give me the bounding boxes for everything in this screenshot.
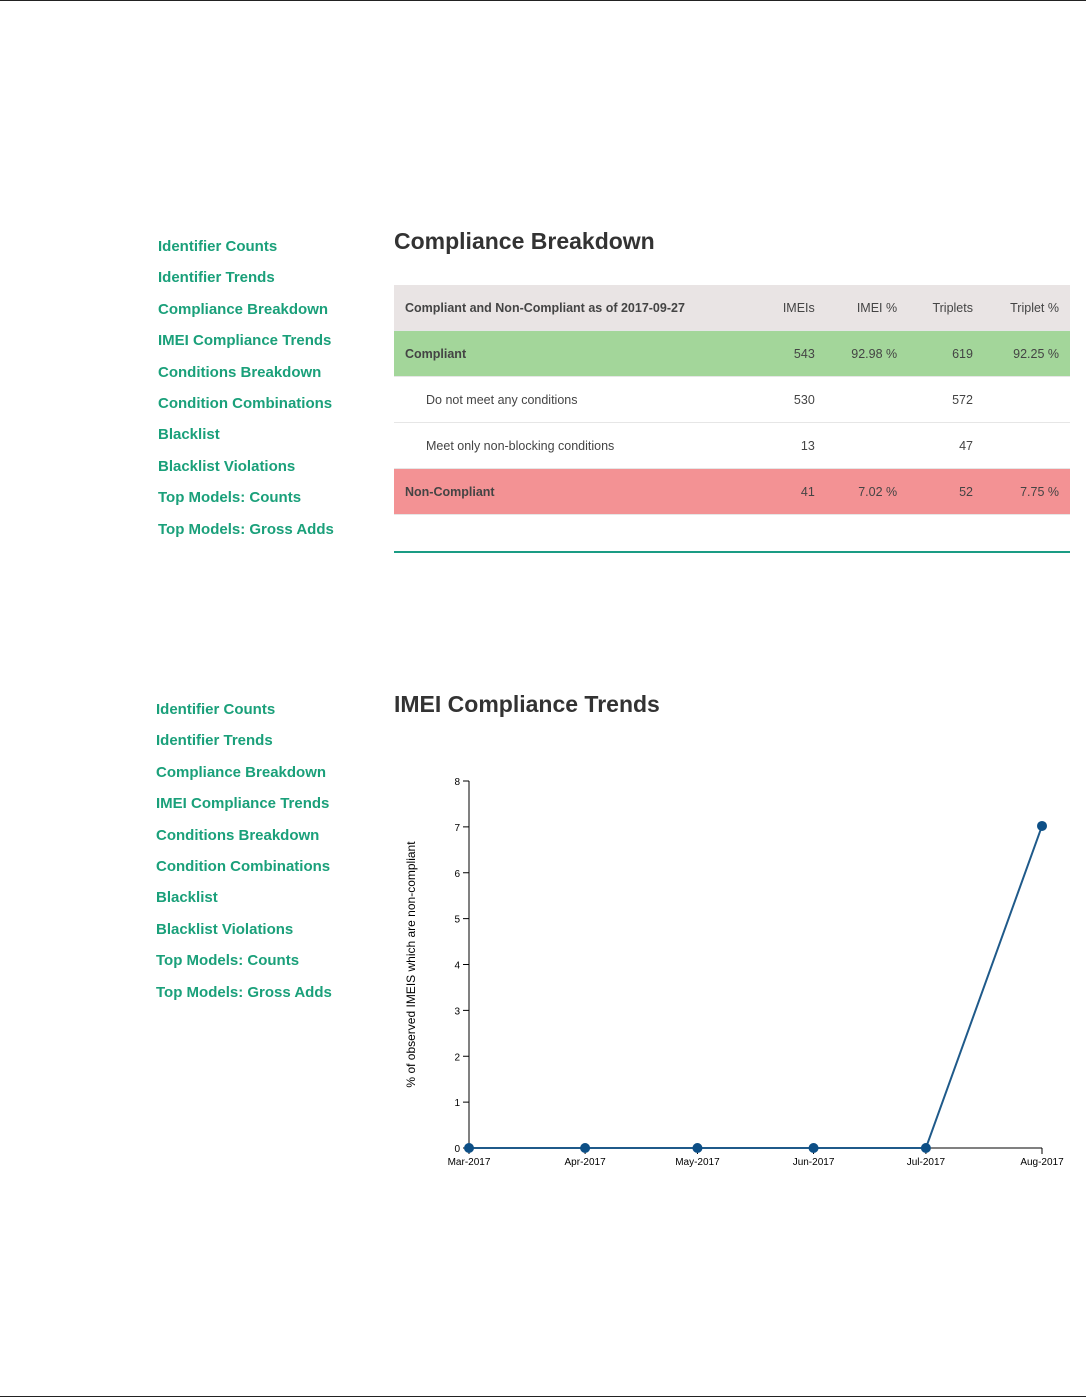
y-tick-label: 0	[454, 1144, 460, 1155]
cell-triplets: 52	[908, 468, 984, 515]
row-no-conditions: Do not meet any conditions 530 572	[394, 376, 1070, 423]
nav-link-condition-combinations[interactable]: Condition Combinations	[156, 857, 331, 875]
nav-link-compliance-breakdown[interactable]: Compliance Breakdown	[156, 763, 327, 781]
col-header-imei-pct: IMEI %	[825, 285, 909, 331]
section-nav-1: Identifier Counts Identifier Trends Compli…	[158, 238, 334, 552]
nav-link-blacklist-violations[interactable]: Blacklist Violations	[158, 457, 296, 475]
row-non-blocking: Meet only non-blocking conditions 13 47	[394, 422, 1070, 469]
cell-label: Non-Compliant	[394, 468, 761, 515]
nav-link-conditions-breakdown[interactable]: Conditions Breakdown	[156, 826, 320, 844]
nav-link-top-models-counts[interactable]: Top Models: Counts	[156, 952, 300, 970]
bottom-border	[0, 1396, 1086, 1397]
cell-imei-pct: 7.02 %	[825, 468, 909, 515]
y-tick-label: 2	[454, 1052, 460, 1063]
x-tick-label: Apr-2017	[565, 1157, 607, 1168]
col-header-category: Compliant and Non-Compliant as of 2017-0…	[394, 285, 761, 331]
compliance-table: Compliant and Non-Compliant as of 2017-0…	[394, 285, 1070, 515]
nav-link-top-models-gross-adds[interactable]: Top Models: Gross Adds	[158, 520, 334, 538]
cell-label: Do not meet any conditions	[394, 376, 761, 423]
row-compliant: Compliant 543 92.98 % 619 92.25 %	[394, 330, 1070, 377]
cell-label: Compliant	[394, 330, 761, 377]
cell-imei-pct: 92.98 %	[825, 330, 909, 377]
nav-link-imei-compliance-trends[interactable]: IMEI Compliance Trends	[156, 795, 330, 813]
cell-label: Meet only non-blocking conditions	[394, 422, 761, 469]
top-border	[0, 0, 1086, 1]
cell-triplet-pct: 7.75 %	[983, 468, 1070, 515]
y-tick-label: 8	[454, 777, 460, 788]
y-axis-label: % of observed IMEIS which are non-compli…	[404, 841, 418, 1088]
cell-imeis: 530	[760, 376, 826, 423]
nav-link-blacklist-violations[interactable]: Blacklist Violations	[156, 920, 294, 938]
page-title-imei-compliance-trends: IMEI Compliance Trends	[394, 691, 660, 717]
nav-link-identifier-counts[interactable]: Identifier Counts	[158, 238, 278, 255]
cell-triplet-pct: 92.25 %	[983, 330, 1070, 377]
nav-link-condition-combinations[interactable]: Condition Combinations	[158, 394, 333, 412]
cell-imeis: 13	[760, 422, 826, 469]
nav-link-top-models-counts[interactable]: Top Models: Counts	[158, 489, 302, 507]
nav-link-identifier-trends[interactable]: Identifier Trends	[156, 732, 273, 750]
nav-link-conditions-breakdown[interactable]: Conditions Breakdown	[158, 363, 322, 381]
data-point	[1037, 820, 1047, 831]
x-tick-label: Jul-2017	[907, 1157, 946, 1168]
table-header-row: Compliant and Non-Compliant as of 2017-0…	[394, 285, 1070, 331]
x-tick-label: Jun-2017	[793, 1157, 835, 1168]
y-tick-label: 1	[454, 1098, 460, 1109]
cell-imeis: 41	[760, 468, 826, 515]
page-title-compliance-breakdown: Compliance Breakdown	[394, 228, 655, 254]
nav-link-top-models-gross-adds[interactable]: Top Models: Gross Adds	[156, 983, 332, 1001]
nav-link-compliance-breakdown[interactable]: Compliance Breakdown	[158, 300, 329, 318]
series-line	[469, 825, 1043, 1149]
y-tick-label: 7	[454, 823, 460, 834]
cell-imei-pct	[825, 376, 909, 423]
cell-triplet-pct	[983, 422, 1070, 469]
col-header-triplet-pct: Triplet %	[983, 285, 1070, 331]
nav-link-identifier-trends[interactable]: Identifier Trends	[158, 269, 275, 287]
row-non-compliant: Non-Compliant 41 7.02 % 52 7.75 %	[394, 468, 1070, 515]
col-header-triplets: Triplets	[908, 285, 984, 331]
data-point	[464, 1143, 474, 1153]
x-tick-label: Mar-2017	[448, 1157, 491, 1168]
data-point	[692, 1143, 703, 1153]
cell-triplet-pct	[983, 376, 1070, 423]
section-nav-2: Identifier Counts Identifier Trends Compli…	[156, 701, 332, 1015]
cell-imeis: 543	[760, 330, 826, 377]
nav-link-blacklist[interactable]: Blacklist	[156, 889, 218, 907]
x-tick-label: May-2017	[675, 1157, 720, 1168]
x-tick-label: Aug-2017	[1020, 1157, 1064, 1168]
cell-triplets: 572	[908, 376, 984, 423]
y-tick-label: 3	[454, 1006, 460, 1017]
section-divider	[394, 551, 1070, 553]
y-tick-label: 4	[454, 961, 460, 972]
data-point	[920, 1143, 931, 1153]
data-point	[580, 1143, 591, 1153]
data-point	[808, 1143, 819, 1153]
cell-triplets: 47	[908, 422, 984, 469]
nav-link-imei-compliance-trends[interactable]: IMEI Compliance Trends	[158, 332, 332, 350]
nav-link-identifier-counts[interactable]: Identifier Counts	[156, 701, 276, 718]
y-tick-label: 6	[454, 869, 460, 880]
nav-link-blacklist[interactable]: Blacklist	[158, 426, 220, 444]
cell-triplets: 619	[908, 330, 984, 377]
y-tick-label: 5	[454, 915, 460, 926]
col-header-imeis: IMEIs	[760, 285, 826, 331]
cell-imei-pct	[825, 422, 909, 469]
